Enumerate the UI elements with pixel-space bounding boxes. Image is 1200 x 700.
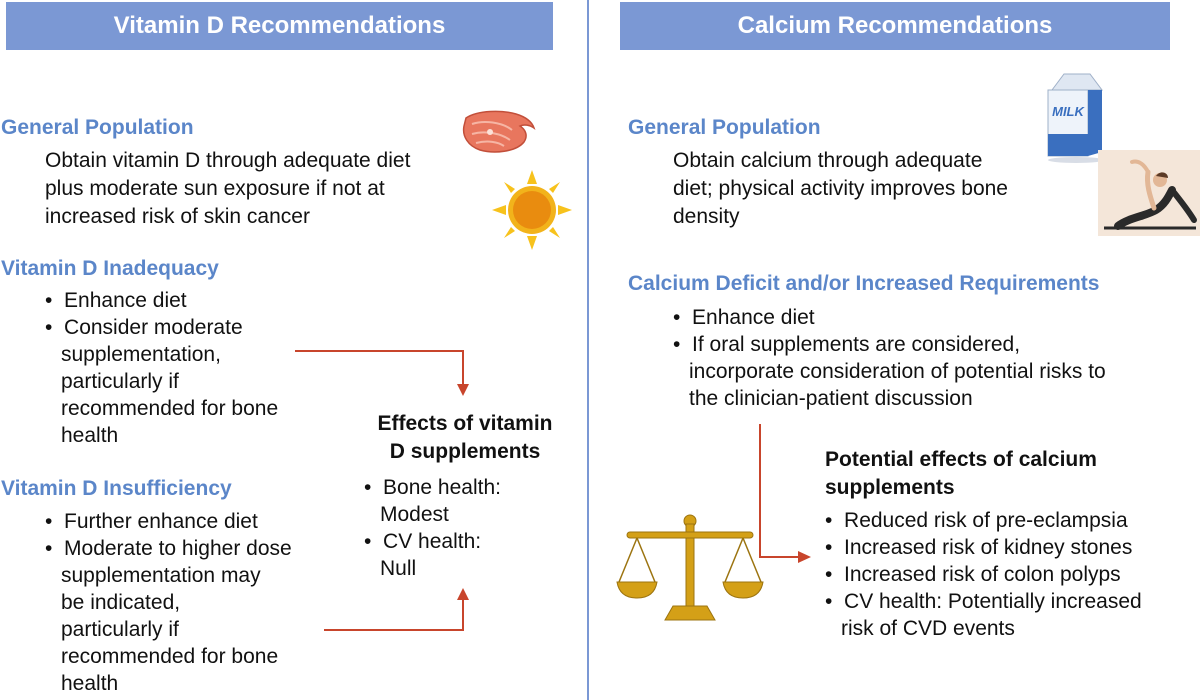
calcium-deficit-list: Enhance diet If oral supplements are con… (673, 304, 1193, 412)
vitd-inadequacy-list: Enhance diet Consider moderatesupplement… (45, 287, 335, 449)
list-item: CV health:Null (364, 528, 564, 582)
list-item: Increased risk of kidney stones (825, 534, 1195, 561)
text-line: diet; physical activity improves bone (673, 177, 1008, 200)
sun-icon (492, 170, 572, 250)
text-line: Obtain calcium through adequate (673, 149, 983, 172)
arrow-insufficiency-to-effects (324, 600, 464, 631)
list-item: Bone health:Modest (364, 474, 564, 528)
calcium-title: Calcium Recommendations (737, 12, 1053, 39)
calcium-general-heading: General Population (628, 116, 821, 139)
arrow-inadequacy-to-effects (295, 350, 464, 384)
vitamin-d-banner: Vitamin D Recommendations (6, 2, 553, 50)
list-item: Further enhance diet (45, 508, 335, 535)
salmon-steak-icon (462, 110, 536, 153)
calcium-deficit-heading: Calcium Deficit and/or Increased Require… (628, 272, 1100, 295)
vitd-general-heading: General Population (1, 116, 194, 139)
milk-carton-icon: MILK (1047, 73, 1104, 163)
calcium-general-text: Obtain calcium through adequate diet; ph… (673, 147, 1008, 231)
arrow-calcium-to-effects (759, 424, 798, 558)
arrowhead (457, 384, 469, 396)
vitd-general-text: Obtain vitamin D through adequate diet p… (45, 147, 410, 231)
vitd-effects-title: Effects of vitamin D supplements (377, 412, 553, 463)
vitd-insufficiency-list: Further enhance diet Moderate to higher … (45, 508, 335, 697)
list-item: Consider moderatesupplementation,particu… (45, 314, 335, 449)
balance-scale-icon (616, 514, 764, 621)
calcium-effects-list: Reduced risk of pre-eclampsia Increased … (825, 507, 1195, 642)
text-line: density (673, 205, 740, 228)
vitamin-d-title: Vitamin D Recommendations (113, 12, 446, 39)
list-item: Enhance diet (45, 287, 335, 314)
arrowhead (457, 588, 469, 600)
arrowhead (798, 551, 811, 563)
text-line: increased risk of skin cancer (45, 205, 310, 228)
list-item: If oral supplements are considered,incor… (673, 331, 1193, 412)
calcium-banner: Calcium Recommendations (620, 2, 1170, 50)
text-line: plus moderate sun exposure if not at (45, 177, 385, 200)
list-item: Enhance diet (673, 304, 1193, 331)
vitd-insufficiency-heading: Vitamin D Insufficiency (1, 477, 232, 500)
list-item: Reduced risk of pre-eclampsia (825, 507, 1195, 534)
milk-label: MILK (1052, 104, 1085, 119)
calcium-effects-title: Potential effects of calcium supplements (825, 448, 1097, 499)
yoga-pose-icon (1098, 150, 1200, 236)
vitd-effects-list: Bone health:Modest CV health:Null (364, 474, 564, 582)
text-line: Obtain vitamin D through adequate diet (45, 149, 411, 172)
vitd-inadequacy-heading: Vitamin D Inadequacy (1, 257, 219, 280)
list-item: Increased risk of colon polyps (825, 561, 1195, 588)
column-divider (587, 0, 589, 700)
